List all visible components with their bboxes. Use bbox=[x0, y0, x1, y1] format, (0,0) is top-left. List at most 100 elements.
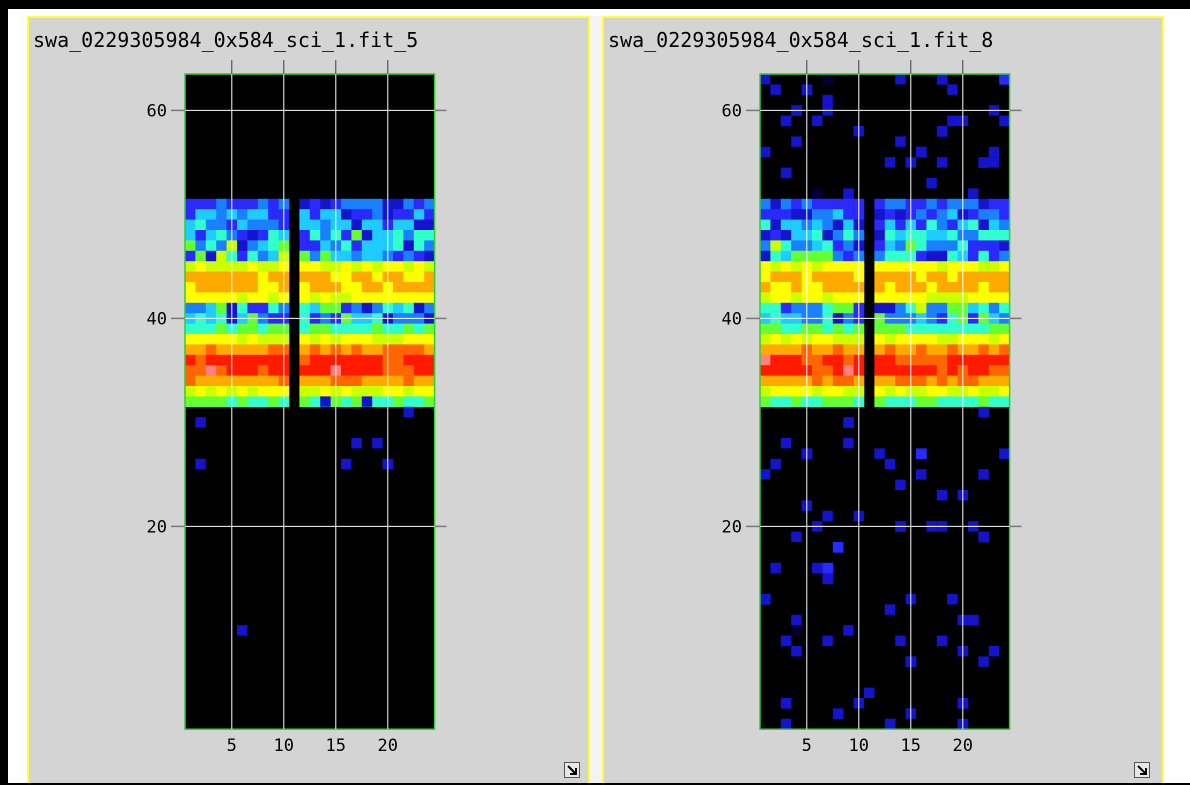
image-pixel bbox=[999, 323, 1010, 335]
image-pixel bbox=[968, 344, 979, 356]
image-pixel bbox=[812, 209, 823, 220]
image-pixel bbox=[372, 302, 383, 314]
image-pixel bbox=[195, 302, 207, 314]
image-pixel bbox=[247, 271, 259, 283]
image-pixel bbox=[895, 261, 906, 272]
image-pixel bbox=[791, 614, 802, 626]
image-pixel bbox=[874, 334, 886, 345]
image-pixel bbox=[413, 323, 425, 335]
image-pixel bbox=[770, 282, 782, 293]
image-pixel bbox=[268, 354, 279, 366]
image-pixel bbox=[268, 386, 279, 397]
image-pixel bbox=[268, 209, 279, 220]
image-plot[interactable]: 5 10 15 20 60 40 20 bbox=[29, 18, 592, 785]
image-pixel bbox=[393, 292, 404, 304]
image-plot[interactable]: 5 10 15 20 60 40 20 bbox=[604, 18, 1166, 785]
image-pixel bbox=[247, 365, 259, 376]
image-pixel bbox=[916, 230, 927, 241]
image-pixel bbox=[257, 250, 269, 262]
image-pixel bbox=[780, 365, 792, 376]
image-pixel bbox=[874, 282, 886, 293]
image-pixel bbox=[884, 396, 896, 408]
image-pixel bbox=[822, 292, 834, 304]
image-pixel bbox=[341, 458, 352, 470]
image-pixel bbox=[424, 302, 435, 314]
image-pixel bbox=[832, 250, 844, 262]
image-pixel bbox=[947, 365, 958, 376]
image-pixel bbox=[372, 219, 383, 231]
image-pixel bbox=[413, 334, 425, 345]
image-pixel bbox=[884, 240, 896, 252]
image-pixel bbox=[884, 230, 896, 241]
image-pixel bbox=[320, 198, 331, 210]
image-pixel bbox=[822, 375, 834, 387]
image-panel-right[interactable]: swa_0229305984_0x584_sci_1.fit_8 5 10 15 20… bbox=[602, 16, 1164, 783]
image-pixel bbox=[895, 396, 906, 408]
image-pixel bbox=[413, 302, 425, 314]
image-pixel bbox=[299, 250, 311, 262]
image-pixel bbox=[216, 323, 227, 335]
image-pixel bbox=[770, 209, 782, 220]
image-pixel bbox=[988, 282, 1000, 293]
image-pixel bbox=[926, 198, 938, 210]
image-pixel bbox=[195, 230, 207, 241]
image-pixel bbox=[770, 386, 782, 397]
image-pixel bbox=[874, 261, 886, 272]
image-pixel bbox=[874, 396, 886, 408]
image-pixel bbox=[760, 594, 771, 605]
image-pixel bbox=[247, 240, 259, 252]
image-pixel bbox=[216, 271, 227, 283]
image-pixel bbox=[413, 344, 425, 356]
image-pixel bbox=[988, 271, 1000, 283]
image-pixel bbox=[999, 334, 1010, 345]
resize-arrow-icon[interactable] bbox=[1134, 762, 1150, 778]
image-pixel bbox=[257, 261, 269, 272]
image-pixel bbox=[413, 386, 425, 397]
image-pixel bbox=[936, 282, 948, 293]
image-pixel bbox=[247, 219, 259, 231]
image-pixel bbox=[822, 573, 834, 584]
resize-arrow-icon[interactable] bbox=[564, 762, 580, 778]
image-pixel bbox=[988, 302, 1000, 314]
image-pixel bbox=[770, 396, 782, 408]
image-pixel bbox=[832, 365, 844, 376]
image-pixel bbox=[884, 344, 896, 356]
image-pixel bbox=[257, 365, 269, 376]
image-pixel bbox=[320, 271, 331, 283]
image-pixel bbox=[968, 188, 979, 199]
image-pixel bbox=[780, 334, 792, 345]
image-panel-left[interactable]: swa_0229305984_0x584_sci_1.fit_5 5 10 15 20… bbox=[27, 16, 590, 783]
image-pixel bbox=[268, 261, 279, 272]
image-pixel bbox=[843, 271, 854, 283]
image-pixel bbox=[895, 323, 906, 335]
image-pixel bbox=[257, 292, 269, 304]
image-pixel bbox=[936, 126, 948, 137]
image-pixel bbox=[812, 250, 823, 262]
image-pixel bbox=[978, 386, 990, 397]
image-pixel bbox=[247, 230, 259, 241]
image-pixel bbox=[916, 386, 927, 397]
image-pixel bbox=[268, 282, 279, 293]
image-pixel bbox=[895, 375, 906, 387]
image-pixel bbox=[780, 261, 792, 272]
image-pixel bbox=[341, 282, 352, 293]
image-pixel bbox=[205, 354, 217, 366]
image-pixel bbox=[988, 146, 1000, 158]
image-pixel bbox=[341, 230, 352, 241]
image-pixel bbox=[936, 334, 948, 345]
image-pixel bbox=[351, 219, 363, 231]
image-pixel bbox=[424, 219, 435, 231]
image-pixel bbox=[843, 625, 854, 636]
image-pixel bbox=[351, 396, 363, 408]
image-pixel bbox=[926, 375, 938, 387]
image-pixel bbox=[791, 386, 802, 397]
image-pixel bbox=[205, 250, 217, 262]
image-pixel bbox=[968, 386, 979, 397]
image-pixel bbox=[832, 396, 844, 408]
image-pixel bbox=[895, 74, 906, 85]
image-pixel bbox=[916, 344, 927, 356]
image-pixel bbox=[393, 261, 404, 272]
image-pixel bbox=[947, 292, 958, 304]
image-pixel bbox=[341, 354, 352, 366]
image-pixel bbox=[341, 198, 352, 210]
